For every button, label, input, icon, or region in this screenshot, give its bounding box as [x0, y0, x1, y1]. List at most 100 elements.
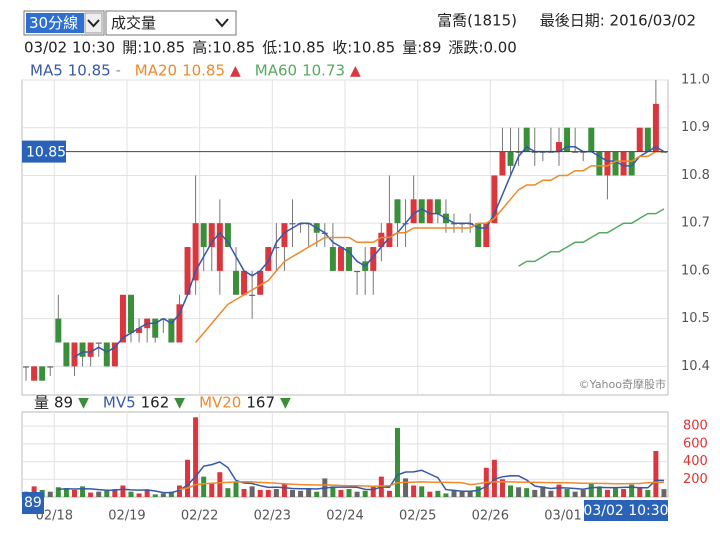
- candle-body: [273, 247, 280, 249]
- candle-body: [410, 199, 417, 224]
- volume-bar: [403, 478, 409, 497]
- volume-bar: [467, 490, 473, 497]
- candle-body: [208, 223, 215, 248]
- mv-line: [58, 461, 664, 494]
- volume-bar: [346, 489, 352, 497]
- volume-bar: [491, 459, 497, 497]
- volume-bar: [31, 486, 37, 497]
- volume-bar: [290, 489, 296, 497]
- legend-value: 162: [141, 394, 170, 412]
- candle-body: [596, 151, 603, 176]
- candle-body: [612, 151, 619, 176]
- indicator-select[interactable]: 成交量: [105, 10, 237, 36]
- volume-tick-label: 800: [683, 419, 708, 434]
- volume-bar: [653, 450, 659, 497]
- volume-bar: [144, 489, 150, 497]
- x-tick-label: 03/01: [544, 509, 581, 524]
- quote-item: 03/02 10:30: [24, 39, 115, 57]
- volume-bar: [516, 487, 522, 497]
- x-tick-label: 02/24: [326, 509, 363, 524]
- legend-value: 89: [54, 394, 73, 412]
- y-tick-label: 10.8: [681, 168, 710, 183]
- candle-body: [71, 342, 78, 367]
- interval-select[interactable]: 30分線: [23, 10, 105, 36]
- candle-body: [354, 270, 361, 273]
- candle-body: [507, 151, 514, 166]
- volume-bar: [217, 472, 223, 497]
- indicator-select-text[interactable]: 成交量: [111, 14, 156, 32]
- volume-tick-label: 400: [683, 454, 708, 469]
- candle-body: [475, 223, 482, 248]
- volume-bar: [273, 489, 279, 497]
- quote-item: 收:10.85: [332, 39, 395, 57]
- last-time-label: 03/02 10:30: [583, 503, 668, 519]
- last-price-label: 10.85: [26, 145, 66, 161]
- candle-body: [111, 342, 118, 367]
- legend-trend: ▼: [280, 395, 291, 411]
- volume-bar: [209, 483, 215, 497]
- volume-bar: [257, 489, 263, 497]
- candle-body: [588, 127, 595, 152]
- volume-bar: [128, 491, 134, 497]
- volume-bar: [281, 483, 287, 497]
- candle-body: [329, 247, 336, 271]
- volume-bar: [176, 485, 182, 497]
- volume-bar: [306, 489, 312, 497]
- candle-body: [337, 247, 344, 271]
- last-volume-label: 89: [24, 495, 42, 511]
- candle-body: [564, 127, 571, 152]
- volume-bar: [152, 494, 158, 497]
- candle-body: [176, 304, 183, 343]
- indicator-select-box[interactable]: [105, 10, 237, 36]
- candle-body: [652, 103, 659, 152]
- volume-bar: [604, 489, 610, 497]
- volume-bar: [427, 491, 433, 497]
- volume-bar: [540, 486, 546, 497]
- volume-bar: [249, 486, 255, 497]
- volume-bar: [548, 490, 554, 497]
- volume-bar: [354, 491, 360, 497]
- volume-bar: [419, 486, 425, 497]
- x-tick-label: 02/18: [36, 509, 73, 524]
- candle-body: [483, 223, 490, 248]
- legend-value: 10.73: [302, 62, 345, 80]
- y-tick-label: 11.0: [681, 73, 710, 88]
- candle-body: [192, 223, 199, 281]
- candle-body: [23, 366, 30, 368]
- volume-bar: [629, 484, 635, 497]
- volume-bar: [80, 486, 86, 497]
- volume-bar: [330, 486, 336, 497]
- candle-body: [499, 151, 506, 176]
- ma-line: [195, 150, 664, 343]
- volume-bar: [201, 476, 207, 497]
- candle-body: [620, 151, 627, 176]
- y-tick-label: 10.6: [681, 263, 710, 278]
- interval-select-button[interactable]: [84, 12, 103, 34]
- ma-line: [74, 145, 665, 358]
- watermark: ©Yahoo奇摩股市: [579, 377, 666, 391]
- volume-bar: [532, 489, 538, 497]
- candle-body: [55, 318, 62, 343]
- candle-body: [257, 270, 264, 295]
- candle-body: [249, 294, 256, 296]
- stock-name: 富喬(1815): [437, 12, 517, 30]
- volume-bar: [193, 417, 199, 497]
- volume-legend: 量 89 ▼ MV5 162 ▼ MV20 167 ▼: [34, 394, 291, 412]
- volume-bar: [411, 485, 417, 497]
- candle-body: [136, 328, 143, 333]
- quote-item: 漲跌:0.00: [448, 39, 516, 57]
- dropdown-arrow: [215, 18, 229, 28]
- candle-body: [95, 342, 102, 344]
- candle-body: [644, 127, 651, 152]
- legend-value: 10.85: [182, 62, 225, 80]
- volume-bar: [499, 479, 505, 497]
- mv-line: [179, 481, 665, 491]
- interval-select-text[interactable]: 30分線: [29, 14, 78, 32]
- candle-body: [63, 342, 70, 367]
- legend-name: MA5: [30, 62, 63, 80]
- volume-bar: [637, 487, 643, 497]
- quote-item: 開:10.85: [122, 39, 185, 57]
- volume-bar: [120, 485, 126, 497]
- volume-bar: [136, 493, 142, 497]
- ma-legend: MA5 10.85- MA20 10.85 ▲ MA60 10.73 ▲: [30, 62, 361, 80]
